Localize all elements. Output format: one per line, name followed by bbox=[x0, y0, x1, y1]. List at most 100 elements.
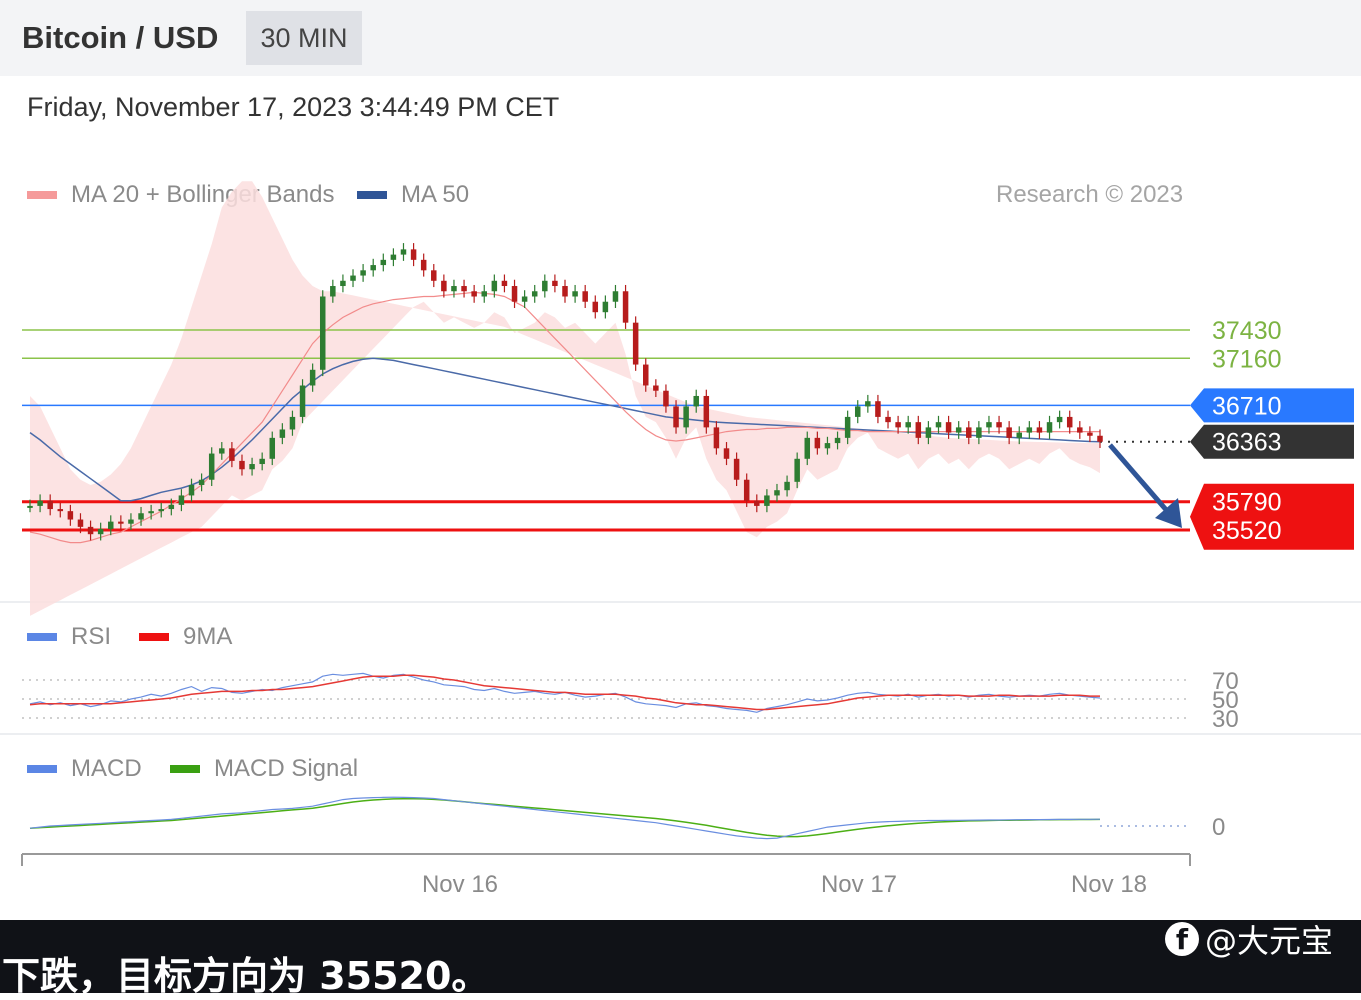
candle-body bbox=[814, 437, 821, 449]
legend-swatch-macd bbox=[27, 765, 57, 773]
candle-body bbox=[955, 427, 962, 433]
legend-macd-signal: MACD Signal bbox=[170, 755, 358, 783]
candle-body bbox=[1056, 416, 1063, 423]
candle-body bbox=[844, 416, 851, 438]
instrument-title: Bitcoin / USD bbox=[22, 20, 219, 55]
legend-label-rsi-ma: 9MA bbox=[183, 623, 233, 650]
candle-body bbox=[259, 458, 265, 465]
candle-body bbox=[178, 495, 185, 505]
candle-body bbox=[330, 286, 336, 297]
candle-body bbox=[754, 500, 760, 506]
candle-body bbox=[148, 511, 154, 514]
ma50-line bbox=[29, 357, 1101, 502]
legend-label-macd: MACD bbox=[71, 755, 142, 782]
candle-body bbox=[279, 429, 286, 438]
panel-divider bbox=[0, 733, 1361, 735]
level-label-36710: 36710 bbox=[1212, 392, 1282, 420]
candle-body bbox=[542, 280, 548, 292]
candle-body bbox=[108, 521, 114, 529]
level-label-36363: 36363 bbox=[1212, 429, 1282, 457]
candle-body bbox=[582, 291, 588, 302]
candle-body bbox=[77, 519, 84, 527]
macd-line bbox=[29, 796, 1101, 840]
legend-label-ma20: MA 20 + Bollinger Bands bbox=[71, 181, 335, 208]
legend-rsi-ma: 9MA bbox=[139, 623, 232, 651]
candle-body bbox=[431, 270, 437, 281]
candle-body bbox=[804, 437, 811, 459]
candle-body bbox=[885, 416, 891, 423]
candle-body bbox=[410, 249, 417, 260]
candle-body bbox=[743, 479, 750, 501]
candle-body bbox=[875, 401, 881, 417]
candle-body bbox=[966, 427, 972, 438]
candle-body bbox=[501, 280, 508, 287]
candle-body bbox=[632, 322, 639, 365]
rsi-tick-label: 30 bbox=[1212, 706, 1239, 733]
level-tag-35790 bbox=[1190, 483, 1354, 550]
candle-body bbox=[400, 249, 407, 255]
candle-body bbox=[663, 390, 669, 407]
candle-body bbox=[592, 301, 599, 313]
rsi-ma-line bbox=[29, 674, 1100, 711]
level-label-35790: 35790 bbox=[1212, 489, 1282, 517]
candle-body bbox=[683, 406, 689, 428]
x-tick-label: Nov 18 bbox=[1071, 871, 1147, 898]
legend-swatch-ma20 bbox=[27, 191, 57, 199]
candle-body bbox=[562, 286, 568, 297]
candle-body bbox=[854, 406, 861, 417]
candle-body bbox=[895, 422, 901, 428]
candle-body bbox=[713, 427, 720, 449]
candle-body bbox=[1006, 427, 1012, 438]
candle-body bbox=[350, 275, 356, 281]
level-label-37160: 37160 bbox=[1212, 345, 1282, 373]
candle-body bbox=[925, 427, 932, 438]
macd-tick-label: 0 bbox=[1212, 814, 1225, 841]
candle-body bbox=[945, 422, 952, 433]
candle-body bbox=[208, 453, 215, 480]
watermark-text: @大元宝 bbox=[1205, 922, 1334, 960]
candle-body bbox=[229, 448, 235, 461]
candle-body bbox=[481, 291, 487, 297]
ma20-line bbox=[29, 291, 1100, 544]
candle-body bbox=[198, 479, 205, 485]
level-tag-36363 bbox=[1190, 424, 1354, 459]
candle-body bbox=[299, 385, 306, 417]
interval-badge[interactable]: 30 MIN bbox=[246, 11, 362, 65]
candle-body bbox=[643, 364, 649, 386]
candle-body bbox=[67, 511, 74, 520]
candle-body bbox=[1016, 432, 1022, 438]
candle-body bbox=[794, 458, 800, 482]
candle-body bbox=[622, 291, 629, 323]
candle-body bbox=[703, 395, 710, 428]
candle-body bbox=[289, 416, 296, 430]
chart-header: Bitcoin / USD 30 MIN bbox=[0, 0, 1361, 76]
candle-body bbox=[27, 505, 33, 508]
candle-body bbox=[188, 484, 195, 496]
candle-body bbox=[1077, 427, 1083, 433]
candle-body bbox=[461, 286, 467, 292]
candle-body bbox=[572, 291, 578, 297]
rsi-tick-label: 50 bbox=[1212, 687, 1239, 714]
candle-body bbox=[834, 437, 841, 444]
forecast-arrow-head bbox=[1155, 498, 1182, 528]
candle-body bbox=[441, 280, 447, 292]
candle-body bbox=[905, 422, 911, 428]
legend-label-ma50: MA 50 bbox=[401, 181, 470, 208]
candle-body bbox=[733, 458, 740, 480]
candle-body bbox=[380, 259, 387, 266]
candle-body bbox=[723, 448, 730, 459]
candle-body bbox=[865, 401, 871, 407]
candle-body bbox=[87, 526, 94, 535]
candle-body bbox=[47, 500, 53, 510]
level-label-35520: 35520 bbox=[1212, 517, 1282, 545]
candle-body bbox=[451, 286, 457, 292]
candle-body bbox=[249, 464, 255, 470]
legend-label-macd-signal: MACD Signal bbox=[214, 755, 359, 782]
candle-body bbox=[612, 291, 619, 302]
facebook-icon: f bbox=[1165, 922, 1199, 956]
candle-body bbox=[1046, 422, 1053, 433]
candle-body bbox=[269, 437, 276, 459]
candle-body bbox=[521, 296, 528, 302]
level-tag-36710 bbox=[1190, 388, 1354, 423]
